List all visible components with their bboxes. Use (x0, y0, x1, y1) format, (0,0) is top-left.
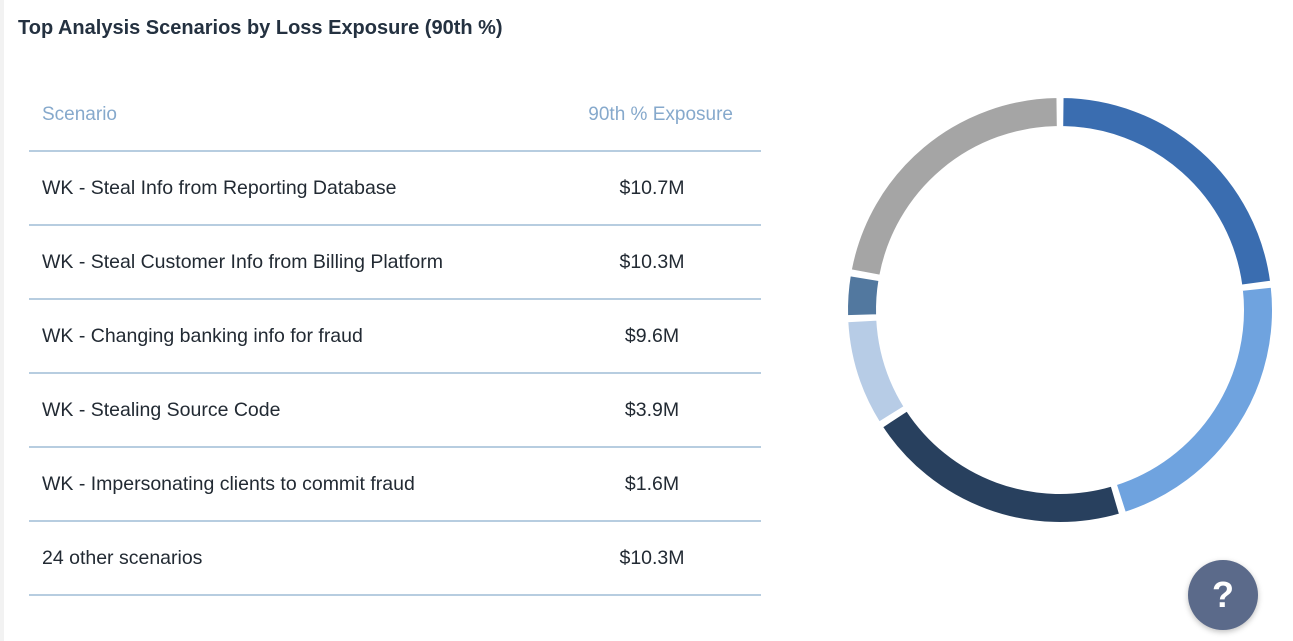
donut-slice[interactable] (1061, 96, 1273, 287)
scenario-name[interactable]: WK - Changing banking info for fraud (42, 325, 363, 347)
exposure-value: $9.6M (624, 325, 680, 347)
widget-title: Top Analysis Scenarios by Loss Exposure … (18, 17, 503, 39)
exposure-value: $3.9M (624, 399, 680, 421)
table-row[interactable]: WK - Steal Info from Reporting Database … (29, 152, 761, 226)
table-row[interactable]: 24 other scenarios $10.3M (29, 522, 761, 596)
exposure-value: $10.7M (619, 177, 685, 199)
table-row[interactable]: WK - Stealing Source Code $3.9M (29, 374, 761, 448)
column-header-exposure[interactable]: 90th % Exposure (588, 104, 733, 125)
table-row[interactable]: WK - Impersonating clients to commit fra… (29, 448, 761, 522)
column-header-scenario[interactable]: Scenario (42, 104, 117, 125)
exposure-value: $1.6M (624, 473, 680, 495)
help-button[interactable]: ? (1188, 560, 1258, 630)
donut-slice[interactable] (846, 318, 906, 424)
scenario-name[interactable]: 24 other scenarios (42, 547, 203, 569)
scenario-name[interactable]: WK - Impersonating clients to commit fra… (42, 473, 415, 495)
donut-slice[interactable] (880, 409, 1122, 524)
panel-edge (0, 0, 4, 641)
table-header: Scenario 90th % Exposure (29, 78, 761, 152)
donut-chart (846, 96, 1275, 524)
scenario-name[interactable]: WK - Steal Customer Info from Billing Pl… (42, 251, 443, 273)
scenario-name[interactable]: WK - Steal Info from Reporting Database (42, 177, 397, 199)
table-row[interactable]: WK - Changing banking info for fraud $9.… (29, 300, 761, 374)
scenario-table: Scenario 90th % Exposure WK - Steal Info… (29, 78, 761, 596)
question-icon: ? (1212, 574, 1234, 615)
donut-slice[interactable] (849, 96, 1059, 277)
table-row[interactable]: WK - Steal Customer Info from Billing Pl… (29, 226, 761, 300)
exposure-value: $10.3M (619, 547, 685, 569)
donut-slice[interactable] (846, 274, 881, 318)
exposure-value: $10.3M (619, 251, 685, 273)
donut-slice[interactable] (1114, 285, 1275, 514)
scenario-name[interactable]: WK - Stealing Source Code (42, 399, 281, 421)
